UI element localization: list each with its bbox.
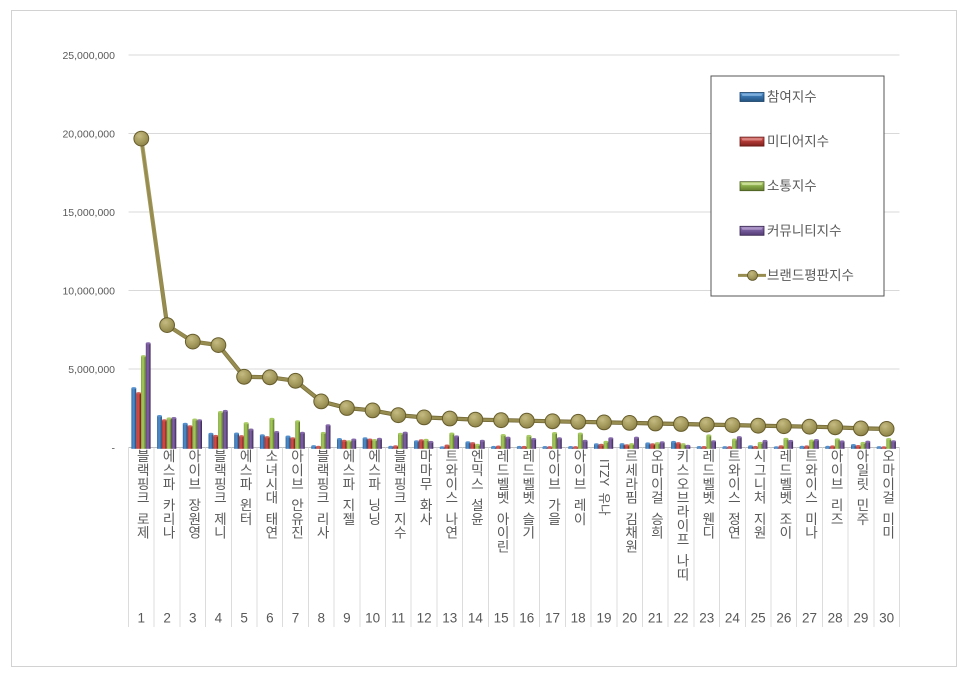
svg-text:7: 7 — [292, 611, 300, 626]
svg-text:13: 13 — [442, 611, 457, 626]
svg-text:5,000,000: 5,000,000 — [68, 364, 115, 376]
svg-text:16: 16 — [519, 611, 534, 626]
svg-text:브랜드평판지수: 브랜드평판지수 — [767, 268, 854, 283]
svg-text:9: 9 — [343, 611, 351, 626]
svg-text:미디어지수: 미디어지수 — [767, 134, 829, 149]
svg-text:28: 28 — [828, 611, 843, 626]
svg-text:25: 25 — [751, 611, 766, 626]
svg-text:참여지수: 참여지수 — [767, 90, 817, 105]
svg-text:20: 20 — [622, 611, 637, 626]
svg-text:21: 21 — [648, 611, 663, 626]
svg-text:19: 19 — [596, 611, 611, 626]
svg-text:커뮤니티지수: 커뮤니티지수 — [767, 223, 842, 238]
svg-text:15: 15 — [494, 611, 509, 626]
svg-text:24: 24 — [725, 611, 741, 626]
svg-text:30: 30 — [879, 611, 894, 626]
svg-text:8: 8 — [317, 611, 325, 626]
svg-text:17: 17 — [545, 611, 560, 626]
svg-text:14: 14 — [468, 611, 484, 626]
svg-text:27: 27 — [802, 611, 817, 626]
svg-text:1: 1 — [138, 611, 146, 626]
svg-text:3: 3 — [189, 611, 197, 626]
svg-text:29: 29 — [853, 611, 868, 626]
svg-text:26: 26 — [776, 611, 791, 626]
svg-text:25,000,000: 25,000,000 — [62, 50, 115, 62]
svg-text:10: 10 — [365, 611, 380, 626]
svg-text:18: 18 — [571, 611, 586, 626]
svg-text:5: 5 — [240, 611, 248, 626]
svg-text:15,000,000: 15,000,000 — [62, 207, 115, 219]
svg-text:22: 22 — [673, 611, 688, 626]
svg-text:6: 6 — [266, 611, 274, 626]
svg-text:10,000,000: 10,000,000 — [62, 285, 115, 297]
svg-text:-: - — [112, 442, 116, 454]
svg-text:12: 12 — [417, 611, 432, 626]
svg-text:소통지수: 소통지수 — [767, 179, 817, 194]
svg-text:2: 2 — [163, 611, 171, 626]
svg-text:4: 4 — [215, 611, 223, 626]
svg-text:23: 23 — [699, 611, 714, 626]
svg-text:11: 11 — [391, 611, 405, 626]
svg-text:20,000,000: 20,000,000 — [62, 128, 115, 140]
